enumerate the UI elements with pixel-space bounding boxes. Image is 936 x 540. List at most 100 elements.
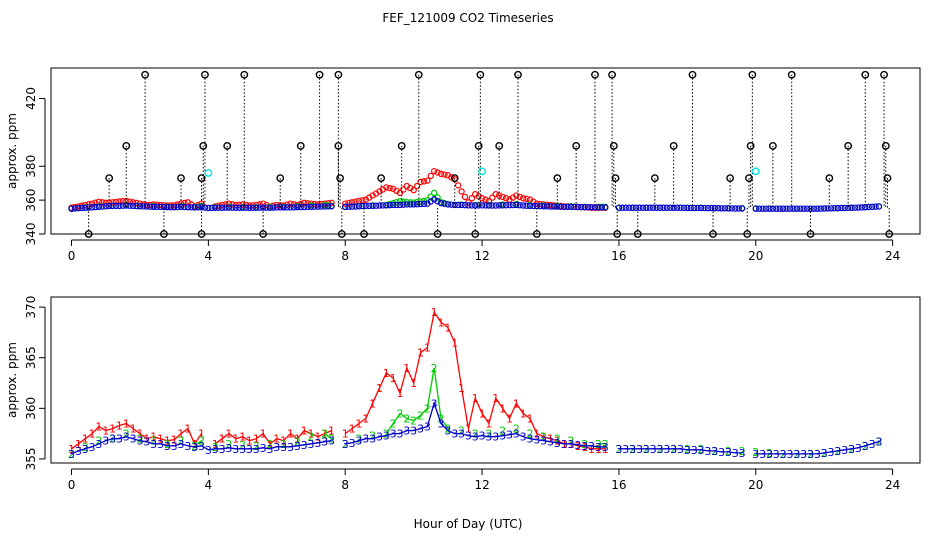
series-2-marker: 2 [321,428,328,441]
top-point-series-3 [184,203,192,211]
top-point-series-3 [294,203,301,211]
top-point-series-3 [564,203,571,211]
spike-point [141,70,149,79]
top-point-series-2 [434,194,441,201]
series-3-marker: 3 [656,443,663,456]
top-point-series-3 [701,204,708,212]
series-1-marker: 1 [239,431,246,444]
series-1-line [71,422,203,450]
top-point-series-3 [324,203,332,210]
series-1-marker: 1 [150,431,157,444]
top-point-series-3 [868,203,876,211]
series-3-marker: 3 [875,436,882,449]
series-3-marker: 3 [89,441,96,454]
series-3-marker: 3 [759,448,766,461]
bottom-y-tick-label: 370 [24,296,38,319]
series-3-marker: 3 [595,441,602,454]
series-3-marker: 3 [328,435,335,448]
series-3-marker: 3 [561,438,568,451]
top-point-series-3 [571,203,578,211]
top-point-series-3 [581,203,588,211]
top-point-series-3 [834,204,842,212]
top-point-series-3 [622,204,629,211]
top-point-series-3 [454,201,462,209]
top-point-series-3 [667,204,674,211]
series-3-marker: 3 [376,431,383,444]
top-point-series-3 [75,204,82,212]
top-point-series-3 [314,203,322,210]
top-point-series-3 [513,201,520,209]
top-point-series-3 [287,204,294,211]
top-point-series-1 [112,198,120,206]
series-1-marker: 1 [390,372,397,385]
series-2-marker: 2 [178,435,185,448]
series-3-marker: 3 [650,443,657,456]
top-point-series-3 [875,203,883,210]
spike-point [476,70,485,79]
series-3-marker: 3 [615,443,622,456]
top-point-series-3 [318,203,325,210]
top-point-series-3 [191,204,198,211]
spike-point [334,70,343,79]
series-2-marker: 2 [444,423,451,436]
top-point-series-3 [263,204,270,211]
series-3-marker: 3 [95,438,102,451]
spike-point [633,230,642,238]
series-1-marker: 1 [89,428,96,441]
series-1-marker: 1 [212,438,219,451]
series-2-marker: 2 [595,438,602,451]
series-3-marker: 3 [349,437,356,450]
series-2-marker: 2 [198,435,205,448]
top-point-series-3 [157,203,164,211]
series-1-marker: 1 [417,347,424,360]
series-1-marker: 1 [444,321,451,334]
top-point-series-3 [126,202,133,209]
series-3-marker: 3 [260,442,267,455]
series-1-marker: 1 [219,433,226,446]
series-3-marker: 3 [472,431,479,444]
top-point-series-3 [465,202,472,209]
top-point-series-1 [116,198,123,205]
spike-point [360,230,368,238]
series-3-marker: 3 [75,445,82,458]
series-2-marker: 2 [526,428,533,441]
top-point-series-1 [348,199,356,206]
series-3-marker: 3 [485,431,492,444]
series-1-marker: 1 [492,392,499,405]
series-1-marker: 1 [116,420,123,433]
series-2-marker: 2 [150,435,157,448]
top-point-series-3 [458,201,465,209]
series-3-marker: 3 [294,440,301,453]
series-1-marker: 1 [403,362,410,375]
top-point-series-3 [485,202,493,209]
series-2-marker: 2 [164,438,171,451]
top-point-series-1 [485,197,493,205]
top-point-series-3 [232,204,239,211]
cyan-point [478,167,486,176]
top-point-series-3 [567,203,575,211]
spike-point [743,230,752,238]
top-point-series-3 [844,204,852,212]
spike-point [609,142,618,150]
bottom-y-axis-label: approx. ppm [5,342,19,418]
series-3-marker: 3 [554,437,561,450]
series-1-marker: 1 [383,367,390,380]
top-point-series-1 [119,198,127,205]
top-point-series-3 [526,202,534,210]
series-1-marker: 1 [102,425,109,438]
series-1-marker: 1 [75,438,82,451]
top-point-series-1 [499,193,506,201]
spike-point [259,230,268,238]
top-point-series-3 [841,204,848,212]
top-point-series-3 [133,202,140,210]
top-point-series-1 [102,199,109,207]
top-point-series-1 [489,194,496,201]
top-point-series-2 [396,198,404,205]
series-1-marker: 1 [355,418,362,431]
series-3-marker: 3 [239,443,246,456]
spike-point [688,70,697,79]
top-point-series-3 [259,204,267,211]
series-3-line [755,441,880,455]
series-3-marker: 3 [82,443,89,456]
